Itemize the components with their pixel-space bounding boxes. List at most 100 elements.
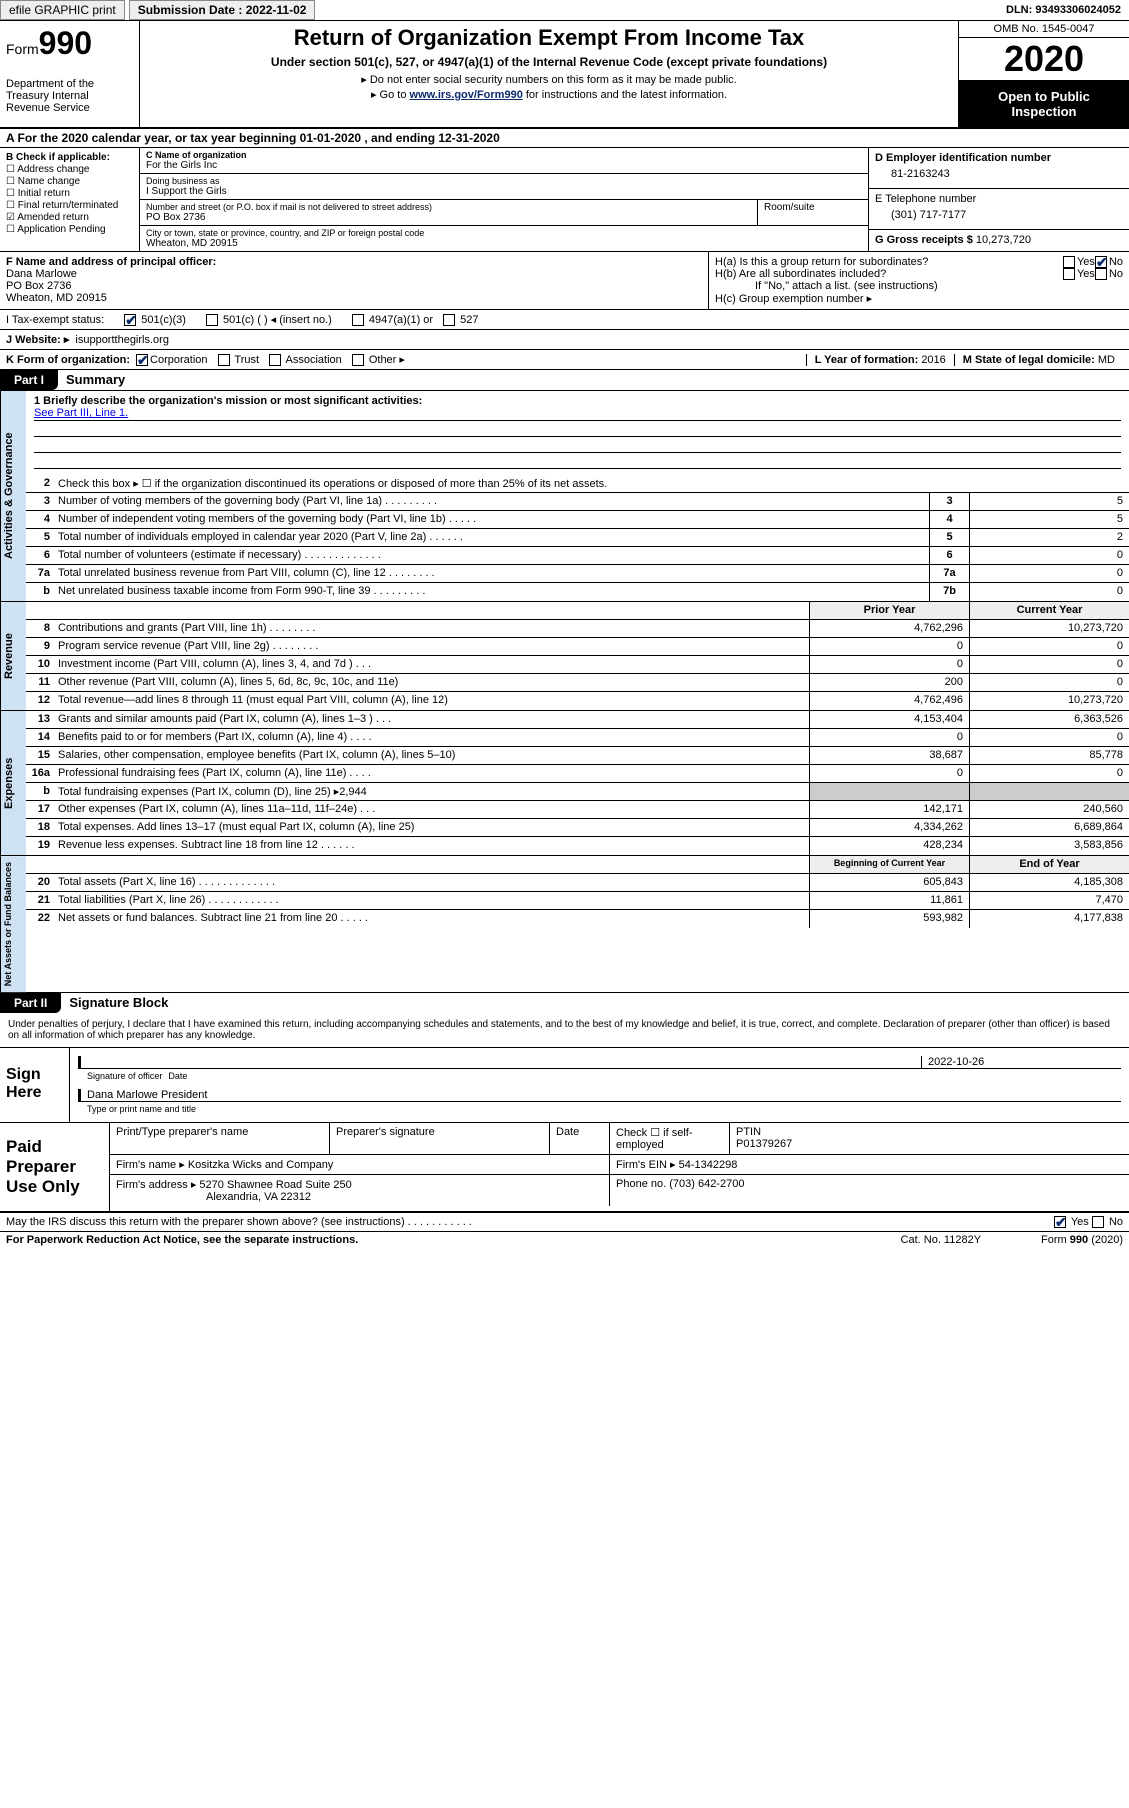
street-lbl: Number and street (or P.O. box if mail i…	[146, 202, 751, 212]
ck-trust[interactable]	[218, 354, 230, 366]
paid-lbl: Paid Preparer Use Only	[0, 1123, 110, 1211]
ck-name[interactable]: ☐ Name change	[6, 176, 133, 187]
firm-addr2: Alexandria, VA 22312	[116, 1191, 311, 1203]
ein-lbl: D Employer identification number	[875, 152, 1123, 164]
tax-status-row: I Tax-exempt status: 501(c)(3) 501(c) ( …	[0, 310, 1129, 330]
officer-lbl: F Name and address of principal officer:	[6, 256, 702, 268]
tel: (301) 717-7177	[875, 205, 1123, 225]
officer-addr1: PO Box 2736	[6, 280, 702, 292]
org-name-lbl: C Name of organization	[146, 150, 862, 160]
footer-right: Form 990 (2020)	[1041, 1234, 1123, 1246]
efile-btn[interactable]: efile GRAPHIC print	[0, 0, 125, 20]
hc-lbl: H(c) Group exemption number ▸	[715, 292, 1123, 305]
hb-yes[interactable]	[1063, 268, 1075, 280]
col-b-hdr: B Check if applicable:	[6, 152, 133, 163]
gross-lbl: G Gross receipts $	[875, 234, 973, 246]
hb-note: If "No," attach a list. (see instruction…	[715, 280, 1123, 292]
hdr-prior: Prior Year	[809, 602, 969, 619]
col-b: B Check if applicable: ☐ Address change …	[0, 148, 140, 251]
vtab-rev: Revenue	[0, 602, 26, 710]
officer-name: Dana Marlowe	[6, 268, 702, 280]
open-inspection: Open to Public Inspection	[959, 81, 1129, 127]
header: Form990 Department of the Treasury Inter…	[0, 21, 1129, 129]
table-row: bTotal fundraising expenses (Part IX, co…	[26, 783, 1129, 801]
mission-link[interactable]: See Part III, Line 1.	[34, 407, 128, 419]
penalty-text: Under penalties of perjury, I declare th…	[0, 1013, 1129, 1048]
hb-lbl: H(b) Are all subordinates included?	[715, 268, 1063, 280]
note-ssn: ▸ Do not enter social security numbers o…	[150, 73, 948, 86]
street: PO Box 2736	[146, 212, 751, 223]
firm-ein: 54-1342298	[679, 1159, 738, 1171]
tax-year: 2020	[959, 38, 1129, 81]
ck-527[interactable]	[443, 314, 455, 326]
table-row: 6Total number of volunteers (estimate if…	[26, 547, 1129, 565]
discuss-no[interactable]	[1092, 1216, 1104, 1228]
ck-amended[interactable]: ☑ Amended return	[6, 212, 133, 223]
firm-name: Kositzka Wicks and Company	[188, 1159, 334, 1171]
block-b-to-g: B Check if applicable: ☐ Address change …	[0, 148, 1129, 252]
table-row: 17Other expenses (Part IX, column (A), l…	[26, 801, 1129, 819]
date-lbl: Date	[162, 1071, 362, 1081]
note-link: ▸ Go to www.irs.gov/Form990 for instruct…	[150, 88, 948, 101]
ck-4947[interactable]	[352, 314, 364, 326]
footer-left: For Paperwork Reduction Act Notice, see …	[6, 1234, 358, 1246]
ck-501c3[interactable]	[124, 314, 136, 326]
sign-block: Sign Here 2022-10-26 Signature of office…	[0, 1048, 1129, 1123]
vtab-ag: Activities & Governance	[0, 391, 26, 601]
table-row: 14Benefits paid to or for members (Part …	[26, 729, 1129, 747]
prep-date-hdr: Date	[550, 1123, 610, 1154]
ein: 81-2163243	[875, 164, 1123, 184]
city-lbl: City or town, state or province, country…	[146, 228, 862, 238]
sec-net-assets: Net Assets or Fund Balances Beginning of…	[0, 856, 1129, 993]
discuss-yes[interactable]	[1054, 1216, 1066, 1228]
block-f-h: F Name and address of principal officer:…	[0, 252, 1129, 310]
table-row: 9Program service revenue (Part VIII, lin…	[26, 638, 1129, 656]
sign-date: 2022-10-26	[921, 1056, 1121, 1068]
line-a: A For the 2020 calendar year, or tax yea…	[0, 129, 1129, 148]
irs-link[interactable]: www.irs.gov/Form990	[410, 89, 523, 101]
sec-expenses: Expenses 13Grants and similar amounts pa…	[0, 711, 1129, 856]
table-row: 13Grants and similar amounts paid (Part …	[26, 711, 1129, 729]
col-c: C Name of organization For the Girls Inc…	[140, 148, 869, 251]
ck-other[interactable]	[352, 354, 364, 366]
table-row: 18Total expenses. Add lines 13–17 (must …	[26, 819, 1129, 837]
firm-phone: (703) 642-2700	[669, 1178, 744, 1190]
col-f: F Name and address of principal officer:…	[0, 252, 709, 309]
table-row: 20Total assets (Part X, line 16) . . . .…	[26, 874, 1129, 892]
mission-block: 1 Briefly describe the organization's mi…	[26, 391, 1129, 475]
prep-sig-hdr: Preparer's signature	[330, 1123, 550, 1154]
ck-pending[interactable]: ☐ Application Pending	[6, 224, 133, 235]
discuss-row: May the IRS discuss this return with the…	[0, 1213, 1129, 1232]
vtab-exp: Expenses	[0, 711, 26, 855]
hb-no[interactable]	[1095, 268, 1107, 280]
ck-assoc[interactable]	[269, 354, 281, 366]
ha-yes[interactable]	[1063, 256, 1075, 268]
dept-label: Department of the Treasury Internal Reve…	[6, 78, 133, 114]
dln: DLN: 93493306024052	[998, 2, 1129, 18]
ck-addr[interactable]: ☐ Address change	[6, 164, 133, 175]
dba-lbl: Doing business as	[146, 176, 862, 186]
ck-501c[interactable]	[206, 314, 218, 326]
part1-hdr: Part ISummary	[0, 370, 1129, 391]
sign-name: Dana Marlowe President	[78, 1089, 1121, 1101]
table-row: 21Total liabilities (Part X, line 26) . …	[26, 892, 1129, 910]
dba: I Support the Girls	[146, 186, 862, 197]
table-row: bNet unrelated business taxable income f…	[26, 583, 1129, 601]
prep-name-hdr: Print/Type preparer's name	[110, 1123, 330, 1154]
sec-activities-governance: Activities & Governance 1 Briefly descri…	[0, 391, 1129, 602]
table-row: 16aProfessional fundraising fees (Part I…	[26, 765, 1129, 783]
ck-corp[interactable]	[136, 354, 148, 366]
ck-final[interactable]: ☐ Final return/terminated	[6, 200, 133, 211]
ck-initial[interactable]: ☐ Initial return	[6, 188, 133, 199]
officer-addr2: Wheaton, MD 20915	[6, 292, 702, 304]
col-d: D Employer identification number 81-2163…	[869, 148, 1129, 251]
ha-no[interactable]	[1095, 256, 1107, 268]
sec-revenue: Revenue Prior YearCurrent Year 8Contribu…	[0, 602, 1129, 711]
table-row: 19Revenue less expenses. Subtract line 1…	[26, 837, 1129, 855]
prep-self-hdr: Check ☐ if self-employed	[610, 1123, 730, 1154]
gross: 10,273,720	[976, 234, 1031, 246]
footer: For Paperwork Reduction Act Notice, see …	[0, 1232, 1129, 1248]
table-row: 5Total number of individuals employed in…	[26, 529, 1129, 547]
part2-hdr: Part IISignature Block	[0, 993, 1129, 1013]
form-subtitle: Under section 501(c), 527, or 4947(a)(1)…	[150, 55, 948, 69]
